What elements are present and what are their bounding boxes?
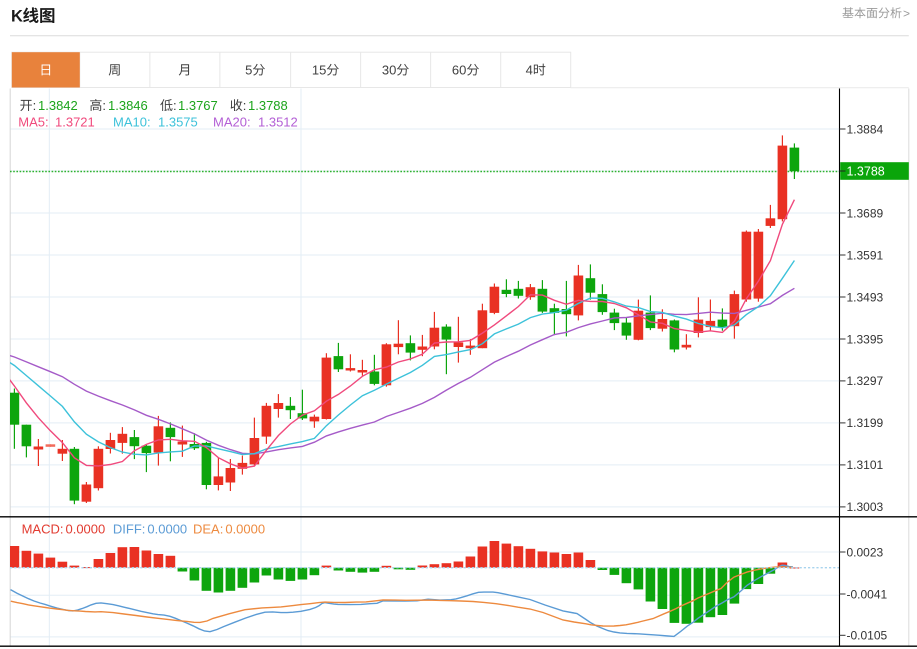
svg-text:4: 4 [526, 63, 533, 78]
svg-text::: : [243, 98, 247, 113]
svg-text:60: 60 [452, 63, 466, 78]
svg-text:1.3395: 1.3395 [847, 332, 884, 346]
svg-text:MA20: 1.3512: MA20: 1.3512 [213, 115, 298, 130]
svg-text::: : [173, 98, 177, 113]
svg-text::: : [102, 98, 106, 113]
svg-text:DEA:0.0000: DEA: 0.0000 [193, 522, 265, 537]
svg-text:1.3884: 1.3884 [847, 122, 884, 136]
svg-text:MA10: 1.3575: MA10: 1.3575 [113, 115, 198, 130]
svg-text:30: 30 [382, 63, 396, 78]
svg-text:1.3846: 1.3846 [108, 98, 148, 113]
svg-text:1.3842: 1.3842 [38, 98, 78, 113]
svg-text:K: K [11, 8, 23, 26]
svg-text:-0.0105: -0.0105 [847, 629, 888, 643]
svg-text:1.3199: 1.3199 [847, 416, 884, 430]
svg-text:-0.0041: -0.0041 [847, 587, 888, 601]
svg-text:DIFF:0.0000: DIFF: 0.0000 [113, 522, 187, 537]
svg-text:>: > [903, 6, 910, 20]
svg-text:1.3767: 1.3767 [178, 98, 218, 113]
svg-text:5: 5 [245, 63, 252, 78]
svg-text:1.3297: 1.3297 [847, 374, 884, 388]
svg-text:1.3788: 1.3788 [248, 98, 288, 113]
svg-text:1.3591: 1.3591 [847, 248, 884, 262]
svg-text:1.3003: 1.3003 [847, 500, 884, 514]
svg-text:1.3689: 1.3689 [847, 206, 884, 220]
svg-text:15: 15 [312, 63, 326, 78]
svg-text::: : [33, 98, 37, 113]
svg-text:MA5: 1.3721: MA5: 1.3721 [18, 115, 94, 130]
svg-text:1.3493: 1.3493 [847, 290, 884, 304]
svg-text:0.0023: 0.0023 [847, 545, 884, 559]
svg-text:1.3788: 1.3788 [847, 164, 885, 178]
svg-text:MACD:0.0000: MACD: 0.0000 [22, 522, 106, 537]
svg-text:1.3101: 1.3101 [847, 458, 884, 472]
